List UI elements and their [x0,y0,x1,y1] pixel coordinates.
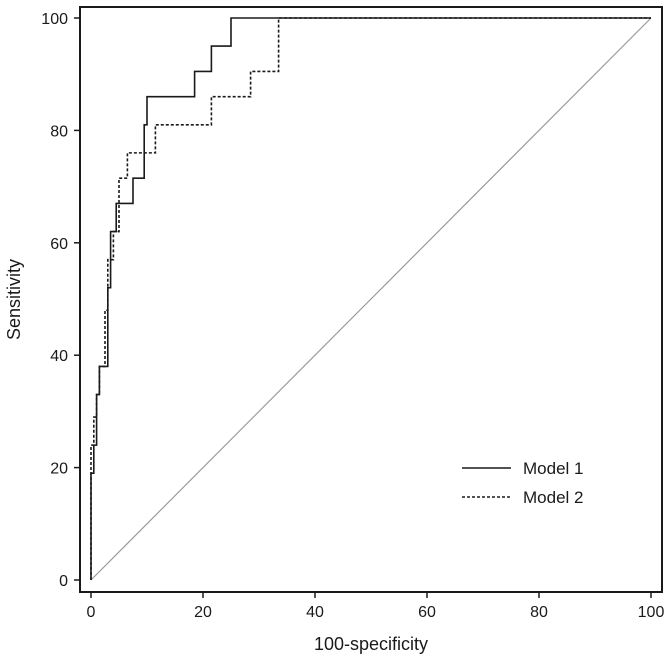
y-axis-label: Sensitivity [4,259,24,340]
x-axis-label: 100-specificity [314,634,428,654]
y-tick-label: 20 [50,461,68,478]
y-tick-label: 60 [50,236,68,253]
x-tick-label: 60 [418,604,436,621]
x-tick-label: 100 [638,604,665,621]
series-line-model-1 [90,17,651,580]
x-tick-label: 80 [530,604,548,621]
legend-label-model-1: Model 1 [523,459,583,478]
y-tick-label: 0 [59,573,68,590]
y-tick-label: 100 [41,11,68,28]
series-layer [90,17,652,581]
legend: Model 1 Model 2 [462,459,583,507]
diagonal-reference-line [90,17,652,581]
x-tick-label: 0 [87,604,96,621]
x-tick-label: 20 [194,604,212,621]
series-line-model-2 [90,17,651,580]
y-tick-label: 40 [50,348,68,365]
x-tick-label: 40 [306,604,324,621]
labels-layer: 100-specificity Sensitivity [4,259,428,654]
legend-label-model-2: Model 2 [523,488,583,507]
axes-layer: 0 20 40 60 80 100 0 20 40 60 80 100 [41,6,665,621]
y-tick-label: 80 [50,123,68,140]
plot-frame [79,6,663,593]
